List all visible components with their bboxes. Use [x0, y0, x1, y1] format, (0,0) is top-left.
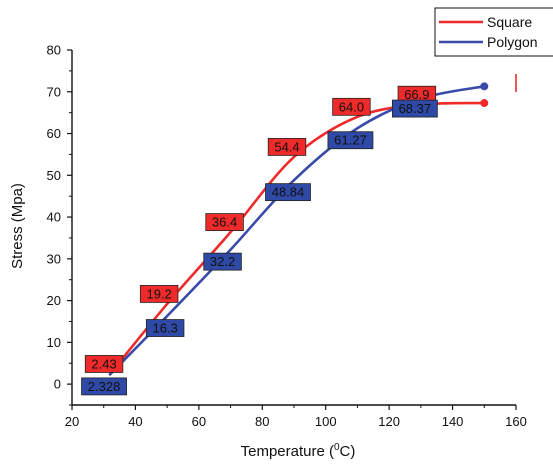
- data-label: 54.4: [274, 139, 299, 154]
- axes-layer: 20 40 60 80 100 120 140 160 0 10 20 30 40 50 60 70 80: [47, 43, 527, 430]
- data-label: 32.2: [210, 254, 235, 269]
- y-tick-label: 0: [54, 377, 61, 392]
- x-tick-label: 80: [255, 414, 269, 429]
- x-tick-label: 40: [128, 414, 142, 429]
- y-tick-label: 70: [47, 84, 61, 99]
- data-label: 64.0: [339, 99, 364, 114]
- data-label-box: [84, 355, 124, 373]
- data-labels-layer: 2.43 19.2 36.4 54.4 64.0 66.9 2.328 16.3 32.2 48.…: [81, 85, 438, 396]
- y-tick-label: 60: [47, 126, 61, 141]
- series-end-point-polygon: [480, 82, 489, 91]
- legend: Square Polygon: [434, 7, 553, 92]
- data-label: 2.328: [88, 379, 121, 394]
- y-tick-label: 20: [47, 293, 61, 308]
- y-tick-label: 30: [47, 251, 61, 266]
- data-label: 48.84: [272, 185, 305, 200]
- data-label: 61.27: [334, 133, 367, 148]
- x-tick-label: 160: [505, 414, 527, 429]
- y-tick-label: 50: [47, 168, 61, 183]
- data-label-box: [139, 285, 179, 303]
- x-axis-title-suffix: C): [340, 443, 356, 460]
- y-tick-label: 10: [47, 335, 61, 350]
- data-label-box: [267, 138, 307, 156]
- x-axis-title-text: Temperature (: [241, 443, 334, 460]
- x-tick-label: 120: [378, 414, 400, 429]
- data-label-box: [81, 377, 127, 396]
- x-tick-label: 60: [192, 414, 206, 429]
- legend-box: [434, 7, 553, 57]
- data-label: 2.43: [91, 356, 116, 371]
- data-label-box: [265, 183, 311, 202]
- data-label: 68.37: [399, 101, 432, 116]
- y-tick-label: 80: [47, 43, 61, 58]
- y-tick-label: 40: [47, 210, 61, 225]
- x-tick-label: 20: [65, 414, 79, 429]
- series-end-point-square: [480, 99, 489, 108]
- data-label-box: [203, 252, 242, 271]
- data-label: 66.9: [404, 87, 429, 102]
- data-label-box: [391, 99, 438, 118]
- legend-label-square: Square: [487, 14, 532, 30]
- data-label: 19.2: [146, 286, 171, 301]
- legend-label-polygon: Polygon: [487, 34, 538, 50]
- x-tick-label: 100: [315, 414, 337, 429]
- x-tick-label: 140: [442, 414, 464, 429]
- x-axis-title-superscript: 0: [334, 442, 340, 453]
- data-label: 36.4: [212, 215, 237, 230]
- data-label: 16.3: [152, 321, 177, 336]
- data-label-box: [327, 131, 374, 150]
- y-axis-title: Stress (Mpa): [9, 183, 26, 269]
- data-label-box: [205, 213, 244, 231]
- data-label-box: [145, 319, 185, 337]
- data-label-box: [332, 97, 371, 116]
- x-axis-title: Temperature (0C): [241, 442, 356, 460]
